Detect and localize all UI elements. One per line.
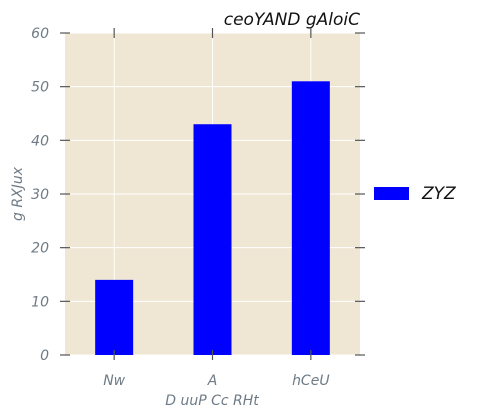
y-tick-label: 40 [31, 133, 49, 149]
y-tick-label: 20 [31, 241, 49, 257]
chart-title: ceoYAND gAloiC [224, 10, 360, 30]
legend-swatch [374, 187, 409, 200]
x-tick-label: hCeU [292, 373, 330, 389]
y-axis-label: g RXJux [10, 166, 26, 221]
x-axis-label: D uuP Cc RHt [165, 393, 259, 409]
y-tick-label: 30 [31, 187, 49, 203]
y-tick-label: 0 [40, 348, 49, 364]
bar-hCeU [291, 81, 330, 356]
y-tick-label: 60 [31, 26, 49, 42]
legend-label: ZYZ [421, 184, 456, 204]
axis-ticks [60, 28, 365, 360]
y-tick-label: 50 [31, 80, 49, 96]
y-tick-label: 10 [31, 294, 49, 310]
legend: ZYZ [374, 184, 456, 204]
x-tick-label: Nw [103, 373, 125, 389]
bars [95, 81, 330, 356]
bar-A [193, 124, 232, 355]
y-tick-labels: 0 10 20 30 40 50 60 [31, 26, 49, 364]
x-tick-label: A [207, 373, 218, 389]
bar-Nw [95, 279, 134, 355]
